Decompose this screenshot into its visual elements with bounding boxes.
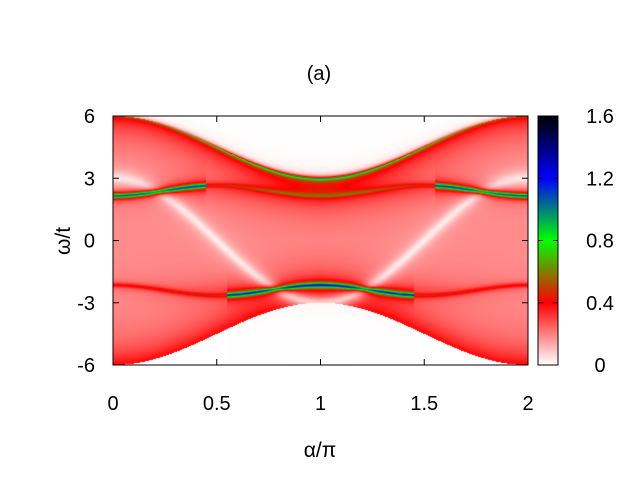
y-tick-label: 0 [84,231,95,253]
colorbar: 1.6 1.2 0.8 0.4 0 [537,106,614,377]
chart-title: (a) [307,63,331,85]
colorbar-tick-label: 1.2 [586,168,614,190]
colorbar-tick-label: 0.4 [586,293,614,315]
x-tick-label: 0 [107,393,118,415]
x-axis-label: α/π [304,439,336,462]
y-tick-label: -3 [77,293,95,315]
y-tick-label: 3 [84,168,95,190]
x-tick-label: 2 [522,393,533,415]
y-axis: 6 3 0 -3 -6 [77,106,528,377]
x-tick-label: 1.5 [410,393,438,415]
colorbar-tick-label: 0.8 [586,231,614,253]
colorbar-ticks: 1.6 1.2 0.8 0.4 0 [538,106,614,377]
plot-area [112,115,529,366]
y-tick-label: -6 [77,355,95,377]
y-tick-label: 6 [84,106,95,128]
colorbar-tick-label: 1.6 [586,106,614,128]
y-axis-label: ω/t [52,227,75,255]
x-axis: 0 0.5 1 1.5 2 [107,116,534,415]
x-tick-label: 0.5 [203,393,231,415]
colorbar-tick-label: 0 [594,355,605,377]
heatmap-image [113,116,528,365]
x-tick-label: 1 [315,393,326,415]
